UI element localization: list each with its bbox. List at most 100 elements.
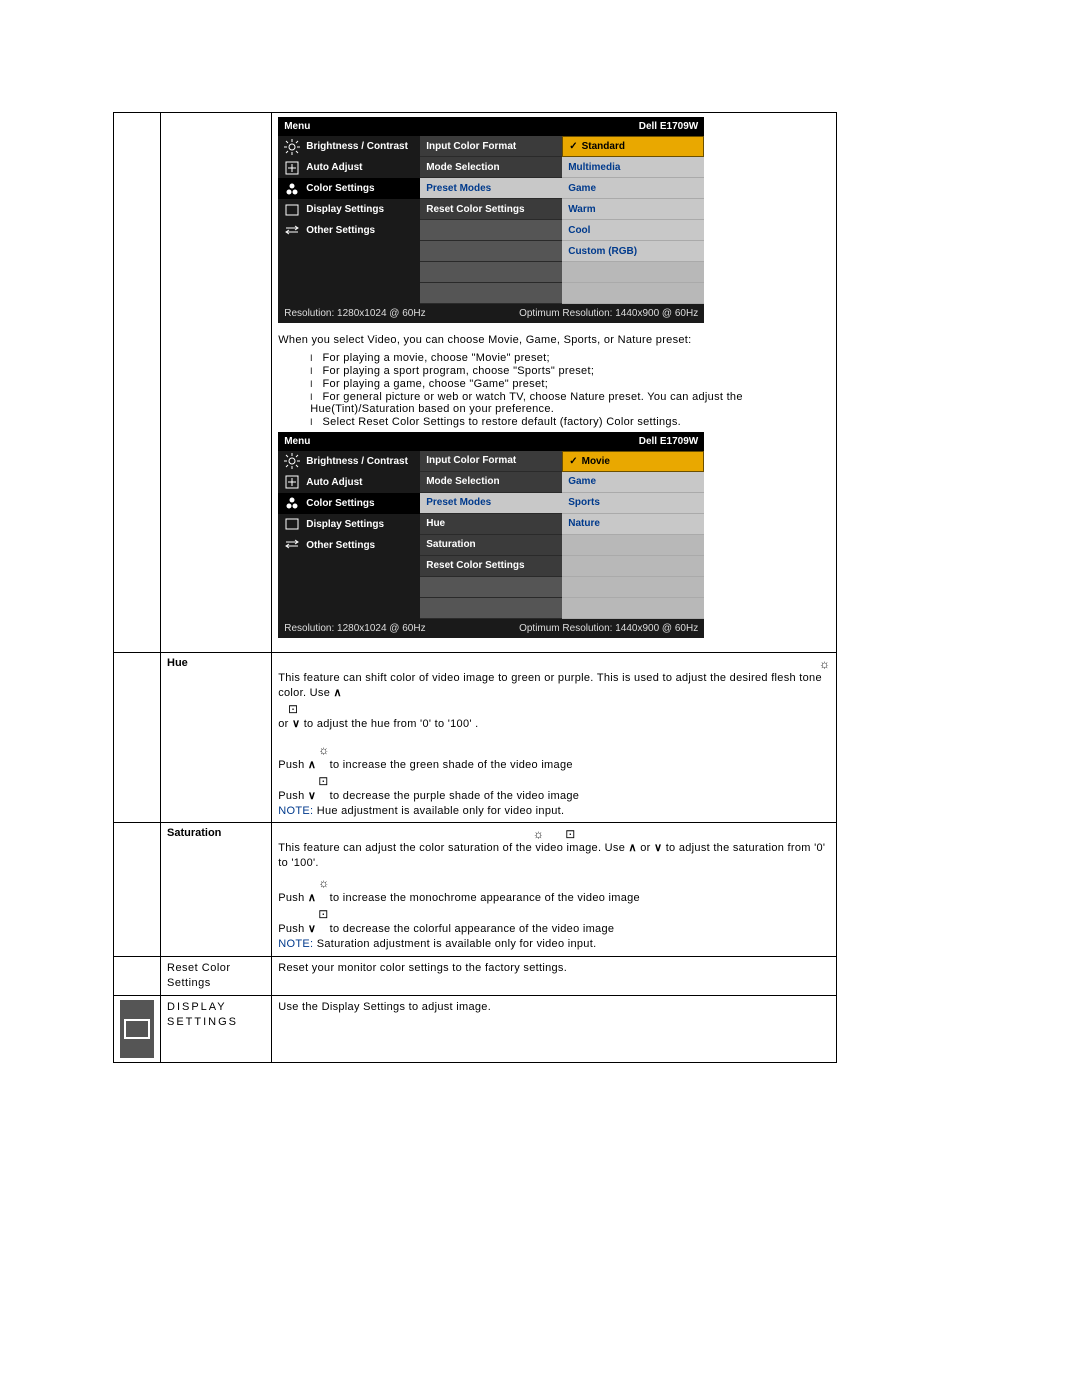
osd-right-item: Game [562,178,704,199]
osd-screenshot-2: Menu Dell E1709W Brightness / ContrastAuto… [278,432,704,638]
osd-left-icon [284,516,300,532]
osd-left-item: Auto Adjust [278,472,420,493]
osd-left-item: Color Settings [278,178,420,199]
icon-col-blank [114,957,161,996]
osd-left-icon [284,181,300,197]
note-label: NOTE: [278,938,313,950]
osd-model: Dell E1709W [639,436,698,447]
sat-text-1a: This feature can adjust the color satura… [278,842,628,854]
target-icon: ⊡ [318,907,328,921]
icon-col-blank [114,652,161,823]
preset-bullet: Select Reset Color Settings to restore d… [310,416,830,428]
osd-mid-item: Reset Color Settings [420,556,562,577]
osd-left-icon [284,139,300,155]
osd-screenshot-1: MenuDell E1709WBrightness / ContrastAuto… [278,117,704,323]
preset-bullet: For playing a game, choose "Game" preset… [310,378,830,390]
osd-mid-item: Saturation [420,535,562,556]
up-arrow-icon: ∧ [629,842,637,854]
sat-p3b: to decrease the colorful appearance of t… [330,923,615,935]
osd-left-item: Other Settings [278,220,420,241]
osd-mid-item: Preset Modes [420,178,562,199]
sun-icon: ☼ [318,876,329,890]
check-icon: ✓ [569,456,577,467]
down-arrow-icon: ∨ [308,923,316,935]
osd-right-item: Cool [562,220,704,241]
sat-p2a: Push [278,892,308,904]
icon-col-blank [114,113,161,653]
sun-icon: ☼ [819,657,830,671]
sat-p2b: to increase the monochrome appearance of… [330,892,640,904]
preset-bullets: For playing a movie, choose "Movie" pres… [278,352,830,428]
up-arrow-icon: ∧ [333,687,341,699]
osd-right-item: Game [562,472,704,493]
up-arrow-icon: ∧ [308,759,316,771]
note-label: NOTE: [278,805,313,817]
osd-title: Menu [284,436,310,447]
osd-left-icon [284,223,300,239]
osd-left-item: Display Settings [278,199,420,220]
hue-text-1c: to adjust the hue from '0' to '100' . [304,718,479,730]
osd-res-current: Resolution: 1280x1024 @ 60Hz [284,308,425,319]
osd-mid-item: Mode Selection [420,472,562,493]
label-col-blank [161,113,272,653]
hue-label: Hue [167,657,188,669]
osd-res-current: Resolution: 1280x1024 @ 60Hz [284,623,425,634]
sat-text-1b: or [640,842,654,854]
osd-right-item: Custom (RGB) [562,241,704,262]
osd-mid-item: Input Color Format [420,136,562,157]
target-icon: ⊡ [318,774,328,788]
saturation-label: Saturation [167,827,221,839]
down-arrow-icon: ∨ [308,790,316,802]
display-settings-icon [120,1000,154,1058]
hue-note-text: Hue adjustment is available only for vid… [313,805,564,817]
osd-title: Menu [284,121,310,132]
video-preset-intro: When you select Video, you can choose Mo… [278,333,830,348]
preset-bullet: For general picture or web or watch TV, … [310,391,830,415]
osd-left-item: Other Settings [278,535,420,556]
osd-left-icon [284,202,300,218]
osd-mid-item: Preset Modes [420,493,562,514]
osd-mid-item: Mode Selection [420,157,562,178]
hue-p2a: Push [278,759,308,771]
osd-left-item: Brightness / Contrast [278,136,420,157]
hue-text-1a: This feature can shift color of video im… [278,672,822,699]
hue-p2b: to increase the green shade of the video… [330,759,573,771]
osd-right-item: Multimedia [562,157,704,178]
hue-p3a: Push [278,790,308,802]
target-icon: ⊡ [278,701,308,717]
preset-modes-body: MenuDell E1709WBrightness / ContrastAuto… [272,113,837,653]
preset-bullet: For playing a movie, choose "Movie" pres… [310,352,830,364]
saturation-body: ☼ ⊡ This feature can adjust the color sa… [272,823,837,957]
osd-left-icon [284,474,300,490]
osd-right-item-selected: ✓Movie [562,451,704,472]
up-arrow-icon: ∧ [308,892,316,904]
sun-icon: ☼ [318,743,329,757]
osd-right-item: Nature [562,514,704,535]
osd-left-icon [284,495,300,511]
osd-left-item: Brightness / Contrast [278,451,420,472]
osd-mid-item: Reset Color Settings [420,199,562,220]
hue-text-1b: or [278,718,292,730]
osd-mid-item: Hue [420,514,562,535]
manual-table: MenuDell E1709WBrightness / ContrastAuto… [113,112,837,1063]
check-icon: ✓ [569,141,577,152]
target-icon: ⊡ [565,827,575,841]
osd-left-item: Color Settings [278,493,420,514]
osd-right-item: Sports [562,493,704,514]
osd-right-item-selected: ✓Standard [562,136,704,157]
hue-p3b: to decrease the purple shade of the vide… [330,790,580,802]
osd-model: Dell E1709W [639,121,698,132]
osd-res-optimum: Optimum Resolution: 1440x900 @ 60Hz [519,623,698,634]
osd-left-icon [284,537,300,553]
osd-left-icon [284,453,300,469]
display-settings-text: Use the Display Settings to adjust image… [278,1001,491,1013]
sat-note-text: Saturation adjustment is available only … [313,938,596,950]
sun-icon: ☼ [533,827,544,841]
display-settings-label: DISPLAY SETTINGS [167,1001,238,1028]
reset-text: Reset your monitor color settings to the… [278,962,567,974]
display-settings-icon-cell [114,995,161,1062]
hue-body: ☼ This feature can shift color of video … [272,652,837,823]
down-arrow-icon: ∨ [654,842,662,854]
sat-p3a: Push [278,923,308,935]
reset-label: Reset Color Settings [167,962,231,989]
